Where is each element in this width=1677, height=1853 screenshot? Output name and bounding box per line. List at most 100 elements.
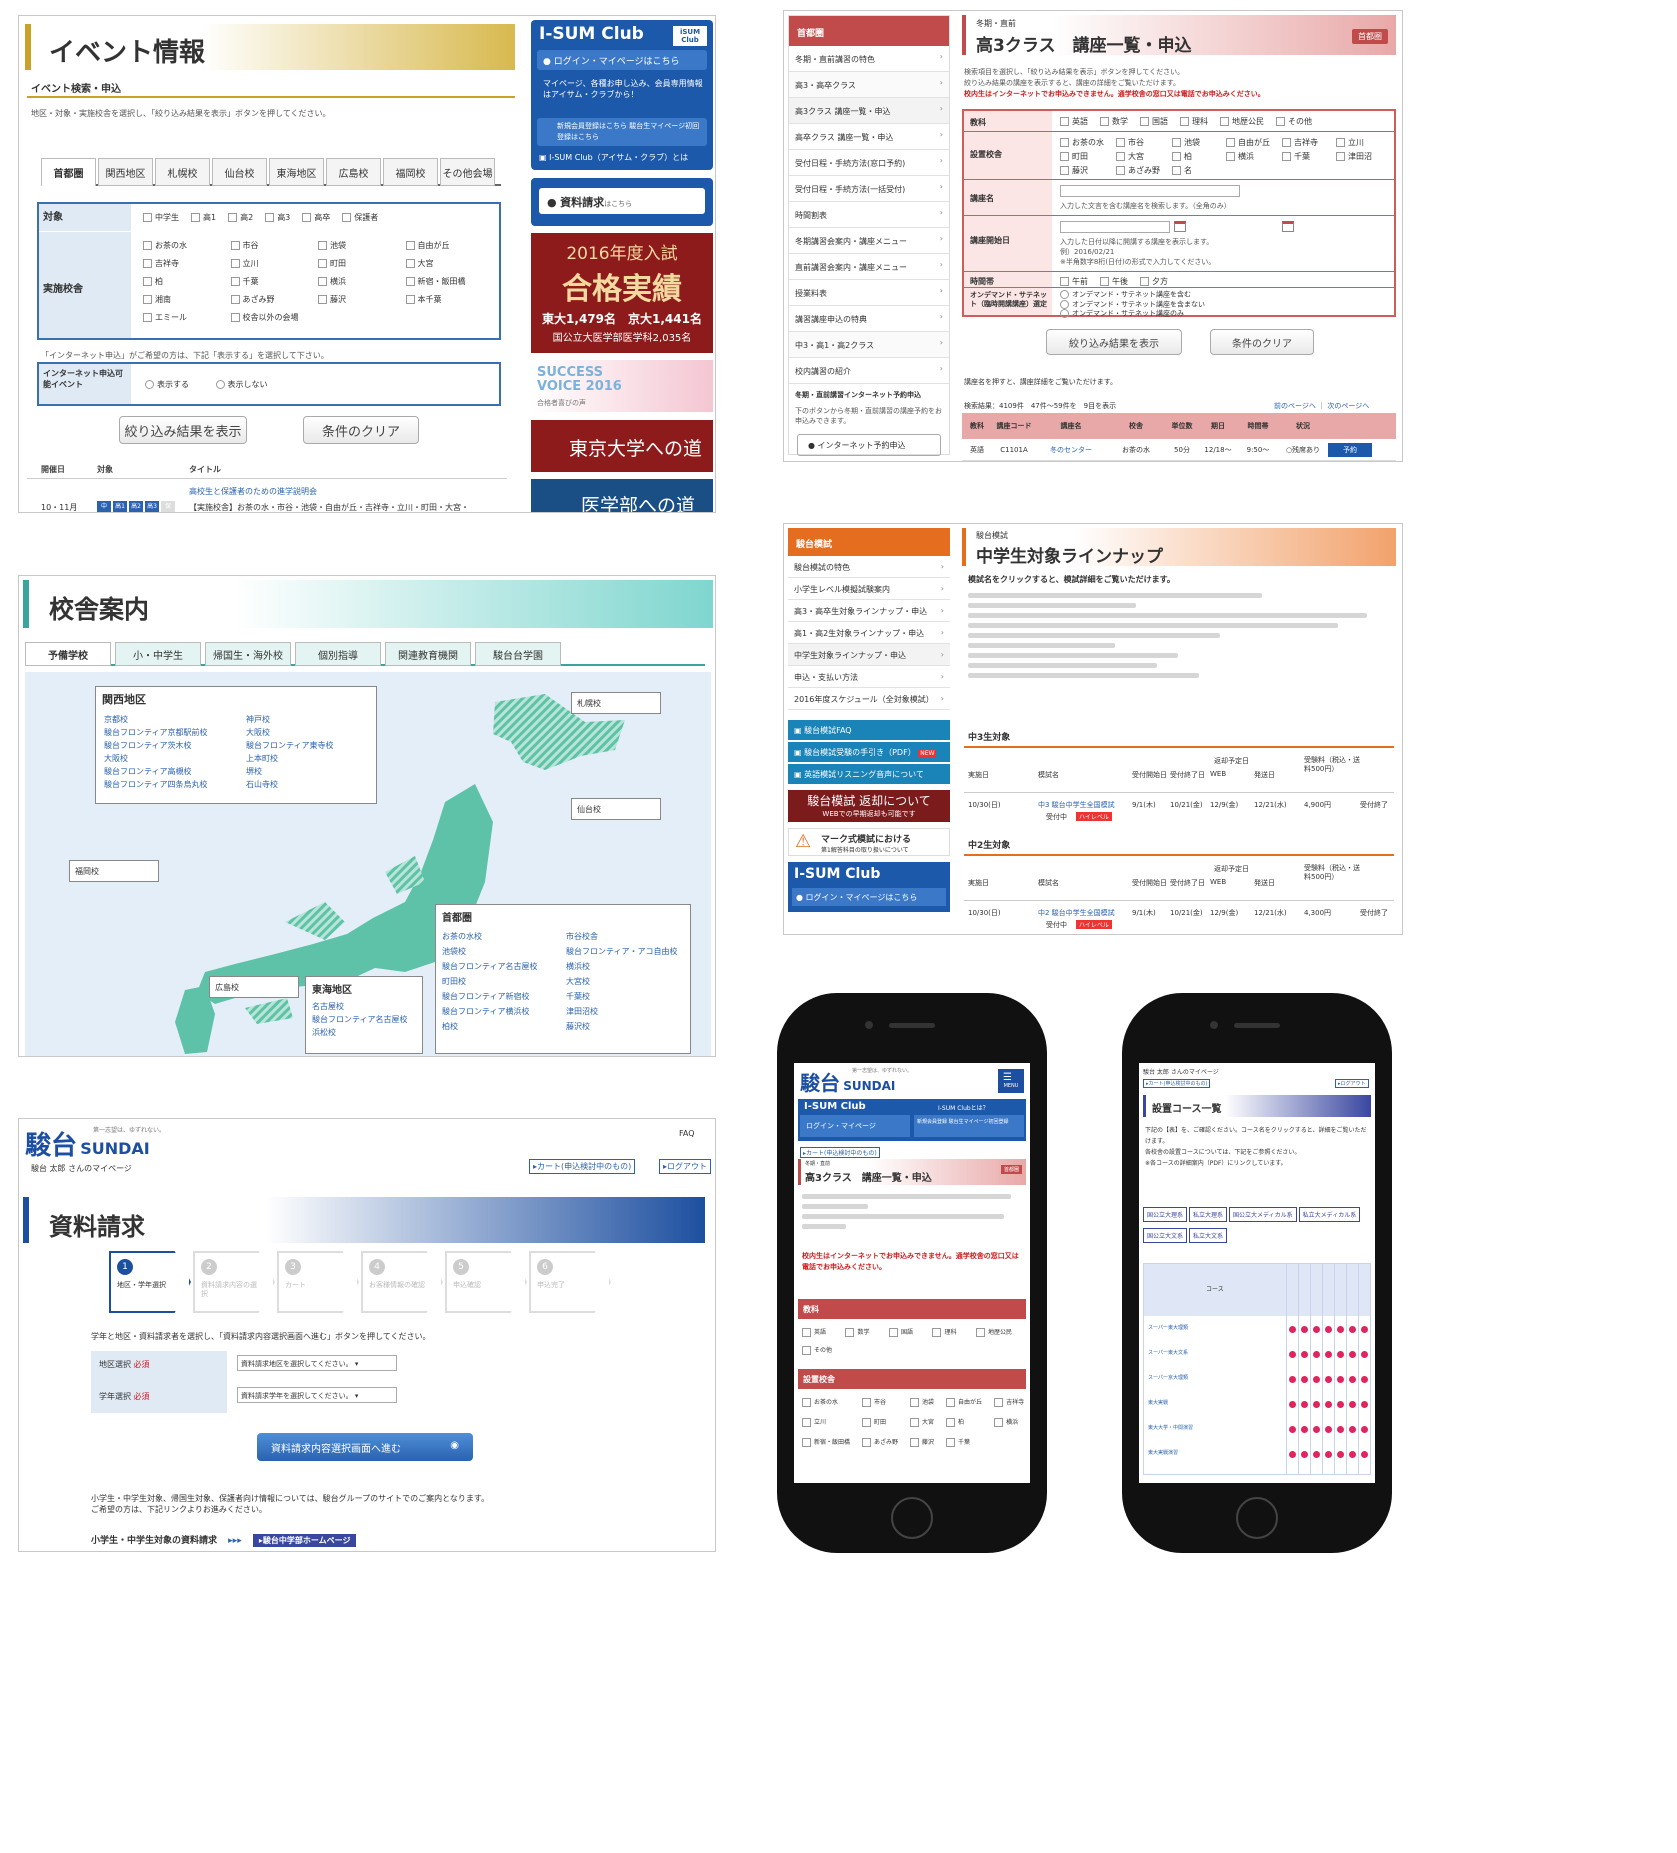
checkbox[interactable] bbox=[1140, 117, 1149, 126]
cell-1[interactable]: 中2 駿台中学生全国模試 bbox=[1038, 909, 1115, 917]
school-link-3[interactable]: 大宮校 bbox=[566, 977, 590, 986]
school-link-6[interactable]: 藤沢校 bbox=[566, 1022, 590, 1031]
checkbox[interactable] bbox=[1116, 152, 1125, 161]
isum-about-link[interactable]: I-SUM Clubとは？ bbox=[938, 1105, 989, 1112]
tab-5[interactable]: 広島校 bbox=[326, 158, 381, 186]
school-link-1[interactable]: 駿台フロンティア京都駅前校 bbox=[104, 728, 208, 737]
sidebar-item-0[interactable]: 駿台模試の特色 bbox=[788, 556, 950, 578]
tab-7[interactable]: その他会場 bbox=[440, 158, 495, 186]
checkbox[interactable] bbox=[1226, 152, 1235, 161]
checkbox[interactable] bbox=[1116, 166, 1125, 175]
grade-select[interactable]: 資料請求学年を選択してください。 ▾ bbox=[237, 1387, 397, 1403]
radio-hide[interactable] bbox=[215, 380, 225, 389]
checkbox[interactable] bbox=[994, 1418, 1004, 1427]
checkbox[interactable] bbox=[302, 213, 312, 222]
course-tab-1[interactable]: 私立大理系 bbox=[1189, 1207, 1228, 1222]
school-link-4[interactable]: 千葉校 bbox=[566, 992, 590, 1001]
clear-button[interactable]: 条件のクリア bbox=[303, 416, 419, 444]
cart-link[interactable]: ▸カート(申込検討中のもの) bbox=[1143, 1079, 1211, 1088]
checkbox[interactable] bbox=[1140, 277, 1149, 286]
checkbox[interactable] bbox=[1060, 166, 1069, 175]
tab-3[interactable]: 仙台校 bbox=[212, 158, 267, 186]
checkbox[interactable] bbox=[318, 259, 327, 268]
checkbox[interactable] bbox=[802, 1328, 811, 1337]
isum-login-button[interactable]: ● ログイン・マイページはこちら bbox=[537, 50, 707, 70]
checkbox[interactable] bbox=[1226, 138, 1235, 147]
sidebar-item-3[interactable]: 高卒クラス 講座一覧・申込 bbox=[789, 124, 949, 150]
checkbox[interactable] bbox=[1336, 138, 1345, 147]
clear-button[interactable]: 条件のクリア bbox=[1210, 329, 1314, 355]
course-row-2[interactable]: スーパー京大理類 bbox=[1148, 1375, 1188, 1381]
sidebar-item-4[interactable]: 中学生対象ラインナップ・申込 bbox=[788, 644, 950, 666]
radio-button[interactable] bbox=[1060, 309, 1069, 318]
faq-button[interactable]: ▣ 駿台模試FAQ bbox=[788, 720, 950, 740]
chugaku-link[interactable]: ▸駿台中学部ホームページ bbox=[252, 1534, 357, 1547]
tab-4[interactable]: 東海地区 bbox=[269, 158, 324, 186]
checkbox[interactable] bbox=[946, 1398, 956, 1407]
reserve-button[interactable]: ● インターネット予約申込 bbox=[797, 434, 941, 456]
guide-button[interactable]: ▣ 駿台模試受験の手引き（PDF） NEW bbox=[788, 742, 950, 762]
sendai-label[interactable]: 仙台校 bbox=[571, 798, 661, 820]
success-banner[interactable]: SUCCESS VOICE 2016 合格者喜びの声 bbox=[531, 360, 713, 412]
login-button[interactable]: ログイン・マイページ bbox=[800, 1115, 910, 1137]
school-link-1[interactable]: 大阪校 bbox=[246, 728, 270, 737]
sidebar-item-12[interactable]: 校内講習の紹介 bbox=[789, 358, 949, 384]
checkbox[interactable] bbox=[1180, 117, 1189, 126]
course-row-5[interactable]: 東大実戦演習 bbox=[1148, 1450, 1179, 1456]
tab-1[interactable]: 関西地区 bbox=[98, 158, 153, 186]
radio-button[interactable] bbox=[1060, 299, 1069, 309]
sidebar-item-7[interactable]: 冬期講習会案内・講座メニュー bbox=[789, 228, 949, 254]
calendar-icon[interactable] bbox=[1282, 221, 1294, 232]
checkbox[interactable] bbox=[265, 213, 275, 222]
checkbox[interactable] bbox=[1060, 138, 1069, 147]
checkbox[interactable] bbox=[143, 259, 152, 268]
isum-about-link[interactable]: ▣ I-SUM Club（アイサム・クラブ）とは bbox=[539, 153, 689, 162]
course-row-3[interactable]: 東大実戦 bbox=[1148, 1400, 1169, 1406]
checkbox[interactable] bbox=[862, 1418, 872, 1427]
school-link-4[interactable]: 駿台フロンティア新宿校 bbox=[442, 992, 530, 1001]
checkbox[interactable] bbox=[230, 295, 240, 304]
checkbox[interactable] bbox=[1336, 152, 1345, 161]
checkbox[interactable] bbox=[1282, 138, 1291, 147]
checkbox[interactable] bbox=[1276, 117, 1285, 126]
school-link-4[interactable]: 駿台フロンティア高槻校 bbox=[104, 767, 192, 776]
sidebar-item-1[interactable]: 小学生レベル模擬試験案内 bbox=[788, 578, 950, 600]
school-link-5[interactable]: 駿台フロンティア横浜校 bbox=[442, 1007, 530, 1016]
cell-1[interactable]: 中3 駿台中学生全国模試 bbox=[1038, 801, 1115, 809]
school-link-3[interactable]: 町田校 bbox=[442, 977, 466, 986]
course-tab-5[interactable]: 私立大文系 bbox=[1189, 1228, 1228, 1243]
cart-link[interactable]: ▸カート(申込検討中のもの) bbox=[529, 1159, 636, 1174]
checkbox[interactable] bbox=[802, 1438, 811, 1447]
return-banner[interactable]: 駿台模試 返却について WEBでの早期返却も可能です bbox=[788, 790, 950, 822]
home-button[interactable] bbox=[891, 1497, 933, 1539]
calendar-icon[interactable] bbox=[1174, 221, 1186, 232]
checkbox[interactable] bbox=[1172, 166, 1181, 175]
event-link[interactable]: 高校生と保護者のための進学説明会 bbox=[189, 487, 317, 496]
menu-button[interactable]: ☰ MENU bbox=[998, 1069, 1024, 1093]
checkbox[interactable] bbox=[888, 1328, 898, 1337]
checkbox[interactable] bbox=[802, 1418, 811, 1427]
register-button[interactable]: 新規会員登録 駿台生マイページ初回登録 bbox=[914, 1115, 1024, 1137]
school-link-4[interactable]: 堺校 bbox=[246, 767, 262, 776]
checkbox[interactable] bbox=[1060, 152, 1069, 161]
school-link-0[interactable]: 神戸校 bbox=[246, 715, 270, 724]
school-link-0[interactable]: 名古屋校 bbox=[312, 1002, 344, 1011]
checkbox[interactable] bbox=[405, 259, 415, 268]
checkbox[interactable] bbox=[862, 1438, 872, 1447]
school-link-0[interactable]: 市谷校舎 bbox=[566, 932, 598, 941]
checkbox[interactable] bbox=[932, 1328, 942, 1337]
checkbox[interactable] bbox=[1220, 117, 1229, 126]
isum-login-button[interactable]: ● ログイン・マイページはこちら bbox=[792, 888, 946, 906]
checkbox[interactable] bbox=[845, 1328, 855, 1337]
school-link-3[interactable]: 上本町校 bbox=[246, 754, 278, 763]
sidebar-item-2[interactable]: 高3・高卒生対象ラインナップ・申込 bbox=[788, 600, 950, 622]
checkbox[interactable] bbox=[1172, 138, 1181, 147]
proceed-button[interactable]: 資料請求内容選択画面へ進む ◉ bbox=[257, 1433, 473, 1461]
sidebar-item-8[interactable]: 直前講習会案内・講座メニュー bbox=[789, 254, 949, 280]
sidebar-item-5[interactable]: 受付日程・手続方法(一括受付) bbox=[789, 176, 949, 202]
checkbox[interactable] bbox=[994, 1398, 1004, 1407]
isum-register-button[interactable]: 新規会員登録はこちら 駿台生マイページ初回登録はこちら bbox=[537, 118, 707, 146]
checkbox[interactable] bbox=[228, 213, 238, 222]
checkbox[interactable] bbox=[1100, 117, 1109, 126]
course-row-4[interactable]: 東大大学・中間演習 bbox=[1148, 1425, 1194, 1431]
